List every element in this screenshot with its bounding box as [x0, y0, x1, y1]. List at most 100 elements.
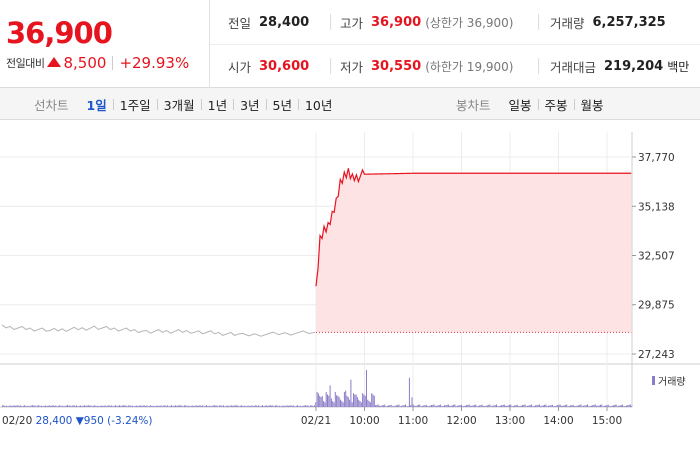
- volume-bar: [427, 406, 429, 407]
- volume-bar: [615, 404, 617, 407]
- volume-bar: [423, 405, 425, 407]
- volume-bar: [276, 405, 278, 407]
- volume-bar: [568, 405, 570, 407]
- tab-1d[interactable]: 1일: [86, 97, 107, 113]
- volume-bar: [320, 397, 322, 407]
- volume-bar: [85, 405, 87, 407]
- volume-bar: [290, 405, 292, 407]
- volume-bar: [616, 406, 618, 407]
- volume-bar: [460, 404, 462, 407]
- volume-bar: [425, 404, 427, 407]
- volume-bar: [345, 390, 347, 407]
- y-tick-label: 32,507: [638, 250, 675, 262]
- volume-bar: [314, 405, 315, 407]
- volume-bar: [91, 406, 93, 407]
- volume-bar: [419, 404, 421, 407]
- volume-bar: [445, 405, 447, 407]
- price-area-fill: [316, 168, 632, 333]
- divider: [112, 98, 114, 110]
- tab-weekly[interactable]: 주봉: [544, 97, 568, 113]
- volume-bar: [618, 405, 620, 407]
- volume-bar: [397, 404, 399, 407]
- volume-bar: [150, 405, 152, 407]
- volume-bar: [437, 405, 439, 407]
- y-tick-label: 35,138: [638, 201, 675, 213]
- volume-bar: [511, 406, 513, 407]
- volume-bar: [76, 405, 78, 407]
- high-cell: 고가 36,900 (상한가 36,900): [340, 0, 513, 44]
- tab-5y[interactable]: 5년: [272, 97, 292, 113]
- tab-monthly[interactable]: 월봉: [580, 97, 604, 113]
- volume-bar: [546, 406, 548, 407]
- volume-bar: [13, 405, 15, 407]
- volume-bar: [258, 405, 260, 407]
- volume-bar: [93, 405, 94, 407]
- volume-value: 6,257,325: [592, 14, 666, 30]
- volume-bar: [256, 406, 258, 407]
- volume-bar: [629, 404, 631, 407]
- volume-bar: [197, 405, 198, 407]
- turnover-cell: 거래대금 219,204 백만: [550, 44, 689, 88]
- volume-bar: [180, 405, 182, 407]
- open-cell: 시가 30,600: [228, 44, 309, 88]
- volume-bar: [436, 405, 438, 407]
- volume-bar: [559, 404, 561, 407]
- volume-bar: [30, 405, 32, 407]
- volume-bar: [602, 406, 604, 407]
- volume-bar: [250, 405, 252, 407]
- tab-1w[interactable]: 1주일: [119, 97, 151, 113]
- volume-bar: [515, 405, 517, 407]
- volume-bar: [167, 405, 169, 407]
- volume-bar: [440, 404, 442, 407]
- volume-bar: [529, 405, 531, 407]
- volume-bar: [199, 405, 201, 407]
- volume-bar: [380, 405, 382, 407]
- volume-bar: [388, 405, 390, 407]
- open-label: 시가: [228, 59, 252, 75]
- volume-bar: [429, 405, 431, 407]
- tab-1y[interactable]: 1년: [207, 97, 228, 113]
- volume-bar: [28, 406, 29, 407]
- volume-bar: [338, 397, 340, 407]
- volume-bar: [254, 405, 256, 407]
- volume-bar: [171, 405, 172, 407]
- volume-bar: [99, 405, 101, 407]
- volume-bar: [620, 405, 622, 407]
- volume-bar: [450, 405, 452, 407]
- volume-bar: [551, 404, 553, 407]
- volume-bar: [414, 405, 416, 407]
- volume-bar: [15, 405, 16, 407]
- volume-bar: [386, 405, 388, 407]
- tab-3y[interactable]: 3년: [240, 97, 260, 113]
- high-value: 36,900: [371, 14, 422, 30]
- volume-bar: [375, 405, 377, 407]
- volume-bar: [398, 404, 400, 407]
- volume-bar: [234, 405, 236, 407]
- volume-bar: [172, 406, 174, 407]
- prev-day-price-line: [1, 324, 316, 337]
- volume-bar: [37, 405, 39, 407]
- volume-bar: [446, 404, 448, 407]
- tab-3m[interactable]: 3개월: [163, 97, 195, 113]
- volume-bar: [302, 405, 304, 407]
- volume-bar: [510, 404, 512, 407]
- volume-bar: [499, 405, 501, 407]
- volume-bar: [80, 405, 81, 407]
- volume-bar: [103, 405, 105, 407]
- volume-bar: [324, 402, 326, 407]
- volume-bar: [598, 405, 600, 407]
- volume-bar: [415, 405, 417, 407]
- volume-bar: [561, 405, 562, 407]
- volume-bar: [237, 405, 239, 407]
- volume-bar: [249, 406, 250, 407]
- volume-bar: [42, 406, 44, 407]
- volume-bar: [200, 406, 202, 407]
- volume-bar: [401, 405, 403, 407]
- volume-bar: [471, 405, 473, 407]
- volume-bar: [329, 385, 331, 407]
- tab-daily[interactable]: 일봉: [508, 97, 532, 113]
- volume-bar: [527, 405, 529, 407]
- tab-10y[interactable]: 10년: [304, 97, 333, 113]
- volume-bar: [25, 406, 27, 407]
